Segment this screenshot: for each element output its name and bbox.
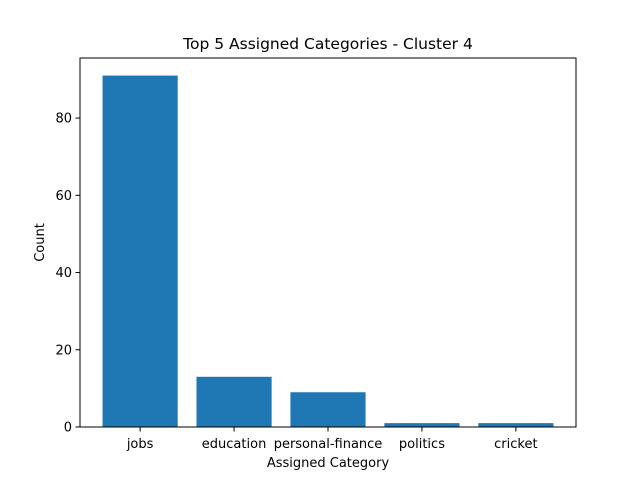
bar-cricket	[478, 423, 554, 427]
y-tick-label: 60	[55, 189, 72, 204]
chart-title: Top 5 Assigned Categories - Cluster 4	[182, 35, 473, 53]
bar-jobs	[102, 75, 178, 428]
x-tick-label: politics	[399, 437, 445, 452]
y-tick-label: 80	[55, 112, 72, 127]
plot-frame	[79, 57, 577, 428]
x-tick-label: cricket	[494, 437, 537, 452]
bar-personal-finance	[290, 392, 366, 427]
plot-area	[102, 75, 554, 428]
bar-education	[196, 376, 272, 427]
x-axis-label: Assigned Category	[267, 456, 390, 471]
y-tick-label: 20	[55, 343, 72, 358]
x-tick-label: personal-finance	[274, 437, 383, 452]
y-tick-label: 40	[55, 266, 72, 281]
y-axis-label: Count	[33, 223, 48, 262]
y-axis: 0 20 40 60 80	[55, 112, 80, 436]
x-axis: jobs education personal-finance politics cri…	[126, 427, 538, 452]
bar-politics	[384, 423, 460, 427]
y-tick-label: 0	[64, 421, 72, 436]
x-tick-label: jobs	[126, 437, 154, 452]
x-tick-label: education	[202, 437, 267, 452]
